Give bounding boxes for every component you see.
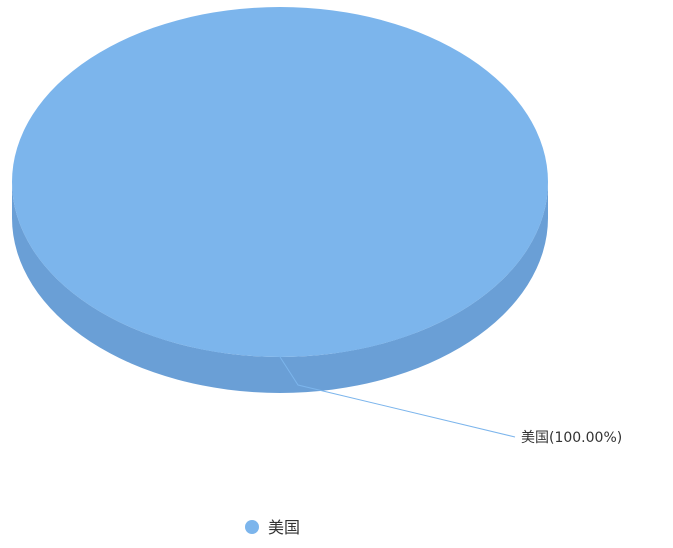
legend-symbol[interactable] (245, 520, 259, 534)
pie-group (12, 7, 548, 393)
legend: 美国 (245, 518, 300, 537)
pie-slice-side (12, 182, 548, 393)
data-label-connector (279, 356, 516, 438)
data-label-group: 美国(100.00%) (279, 356, 622, 446)
pie-slice[interactable] (12, 7, 548, 357)
data-label: 美国(100.00%) (521, 430, 622, 446)
legend-item-label[interactable]: 美国 (268, 518, 300, 537)
